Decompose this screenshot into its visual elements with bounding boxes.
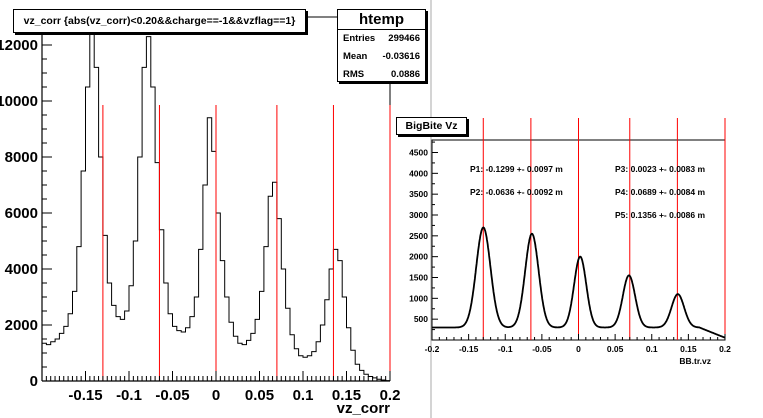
right-y-tick-label: 3500 — [409, 189, 428, 199]
right-y-tick-label: 500 — [414, 314, 428, 324]
fit-label-p2: P2: -0.0636 +- 0.0092 m — [470, 187, 563, 197]
fit-label-p5: P5: 0.1356 +- 0.0086 m — [615, 210, 706, 220]
left-x-axis-title: vz_corr — [337, 400, 391, 417]
right-x-tick-label: 0.15 — [680, 344, 697, 354]
fit-label-p4: P4: 0.0689 +- 0.0084 m — [615, 187, 706, 197]
stats-value: 0.0886 — [390, 69, 420, 80]
right-x-tick-label: 0.2 — [719, 344, 731, 354]
right-x-tick-label: 0.1 — [646, 344, 658, 354]
left-y-tick-label: 6000 — [5, 205, 38, 222]
fit-label-p3: P3: 0.0023 +- 0.0083 m — [615, 164, 706, 174]
left-x-tick-label: -0.15 — [68, 387, 102, 404]
right-plot-title-text: BigBite Vz — [405, 120, 458, 132]
right-x-tick-label: -0.2 — [425, 344, 440, 354]
left-y-tick-label: 4000 — [5, 261, 38, 278]
right-x-tick-label: -0.05 — [532, 344, 552, 354]
left-x-tick-label: 0.05 — [245, 387, 274, 404]
right-y-tick-label: 2500 — [409, 231, 428, 241]
left-y-tick-label: 10000 — [0, 93, 38, 110]
right-plot-title: BigBite Vz — [396, 117, 467, 135]
left-x-tick-label: -0.1 — [116, 387, 142, 404]
left-x-tick-label: 0.2 — [380, 387, 401, 404]
left-x-tick-label: 0 — [212, 387, 220, 404]
stats-row-rms: RMS 0.0886 — [338, 66, 425, 84]
right-y-tick-label: 4000 — [409, 168, 428, 178]
right-y-tick-label: 1500 — [409, 273, 428, 283]
stats-value: -0.03616 — [382, 51, 420, 62]
fit-curve — [432, 226, 725, 339]
stats-row-mean: Mean -0.03616 — [338, 48, 425, 66]
stats-name: htemp — [338, 10, 425, 30]
right-x-axis-title: BB.tr.vz — [679, 356, 711, 366]
stats-row-entries: Entries 299466 — [338, 30, 425, 48]
stats-label: Mean — [343, 51, 368, 62]
stats-value: 299466 — [388, 33, 420, 44]
right-x-tick-label: 0 — [576, 344, 581, 354]
left-hist-title: vz_corr {abs(vz_corr)<0.20&&charge==-1&&… — [13, 9, 306, 33]
left-hist-title-text: vz_corr {abs(vz_corr)<0.20&&charge==-1&&… — [23, 15, 296, 27]
stats-label: RMS — [343, 69, 365, 80]
right-x-tick-label: -0.15 — [459, 344, 479, 354]
stats-label: Entries — [343, 33, 376, 44]
left-x-tick-label: 0.1 — [293, 387, 314, 404]
right-x-tick-label: 0.05 — [607, 344, 624, 354]
stats-box: htemp Entries 299466 Mean -0.03616 RMS 0… — [337, 9, 426, 82]
fit-label-p1: P1: -0.1299 +- 0.0097 m — [470, 164, 563, 174]
left-x-tick-label: 0.15 — [332, 387, 361, 404]
right-y-tick-label: 2000 — [409, 252, 428, 262]
right-y-tick-label: 1000 — [409, 293, 428, 303]
right-x-tick-label: -0.1 — [498, 344, 513, 354]
left-y-tick-label: 2000 — [5, 317, 38, 334]
right-y-tick-label: 3000 — [409, 210, 428, 220]
left-y-tick-label: 0 — [30, 373, 38, 390]
left-y-tick-label: 8000 — [5, 149, 38, 166]
left-y-tick-label: 12000 — [0, 37, 38, 54]
left-x-tick-label: -0.05 — [155, 387, 189, 404]
right-y-tick-label: 4500 — [409, 148, 428, 158]
